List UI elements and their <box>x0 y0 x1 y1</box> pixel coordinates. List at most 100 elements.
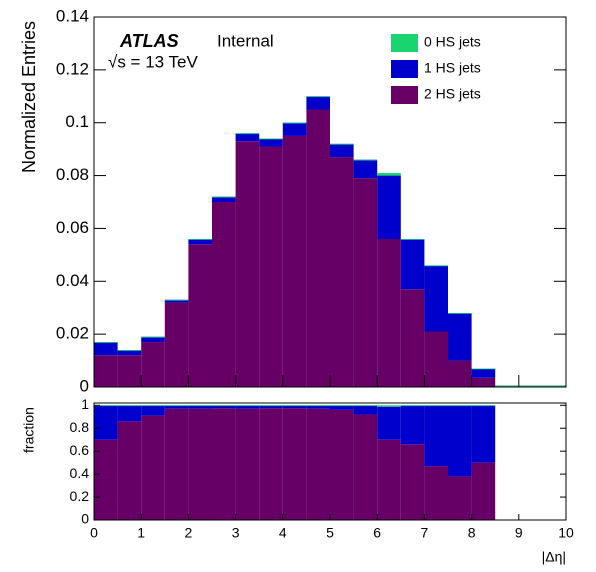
histogram-bar <box>212 196 236 202</box>
histogram-bar <box>164 302 189 387</box>
histogram-bar <box>282 405 307 407</box>
histogram-bar <box>235 133 260 135</box>
x-axis-label: |Δη| <box>542 549 566 565</box>
histogram-bar <box>188 239 212 240</box>
histogram-bar <box>330 409 354 520</box>
histogram-bar <box>259 146 283 387</box>
histogram-bar <box>164 405 189 407</box>
histogram-bar <box>259 405 283 407</box>
histogram-bar <box>330 405 354 407</box>
histogram-bar <box>212 405 236 407</box>
y-tick-label: 0.14 <box>56 6 89 25</box>
y-tick-label: 1 <box>81 396 89 412</box>
histogram-bar <box>282 122 307 124</box>
histogram-bar <box>235 408 260 520</box>
y-axis-label: fraction <box>21 407 37 453</box>
histogram-bar <box>518 385 543 387</box>
x-tick-label: 1 <box>137 525 145 541</box>
histogram-bar <box>306 405 330 409</box>
histogram-bar <box>141 415 165 520</box>
histogram-bar <box>306 405 330 407</box>
histogram-bar <box>471 405 496 407</box>
histogram-bar <box>424 405 448 407</box>
histogram-bar <box>471 368 496 378</box>
histogram-bar <box>117 405 142 422</box>
histogram-bar <box>141 405 165 407</box>
histogram-bar <box>353 159 378 179</box>
histogram-bar <box>495 385 519 387</box>
histogram-bar <box>306 109 330 387</box>
x-tick-label: 8 <box>468 525 476 541</box>
histogram-bar <box>212 408 236 520</box>
histogram-bar <box>448 405 472 407</box>
y-tick-label: 0.6 <box>70 442 90 458</box>
histogram-bar <box>330 405 354 410</box>
histogram-bar <box>377 239 401 387</box>
legend-label: 1 HS jets <box>424 60 481 76</box>
histogram-bar <box>141 336 165 343</box>
legend-swatch <box>391 86 418 104</box>
y-tick-label: 0.08 <box>56 165 89 184</box>
histogram-bar <box>259 405 283 409</box>
histogram-bar <box>377 406 401 440</box>
histogram-bar <box>471 462 496 520</box>
y-tick-label: 0.04 <box>56 271 89 290</box>
x-tick-label: 2 <box>185 525 193 541</box>
histogram-bar <box>117 350 142 356</box>
y-tick-label: 0.8 <box>70 419 90 435</box>
x-tick-label: 0 <box>90 525 98 541</box>
y-tick-label: 0.2 <box>70 488 90 504</box>
histogram-bar <box>164 408 189 520</box>
y-tick-label: 0.02 <box>56 324 89 343</box>
histogram-bar <box>117 421 142 520</box>
histogram-bar <box>471 368 496 370</box>
histogram-bar <box>471 377 496 387</box>
histogram-bar <box>424 405 448 467</box>
histogram-bar <box>117 350 142 351</box>
histogram-bar <box>377 405 401 407</box>
histogram-bar <box>542 385 566 387</box>
x-tick-label: 10 <box>558 525 574 541</box>
legend-label: 0 HS jets <box>424 34 481 50</box>
x-tick-label: 5 <box>326 525 334 541</box>
histogram-bar <box>424 265 448 332</box>
x-tick-label: 4 <box>279 525 287 541</box>
histogram-bar <box>188 408 212 520</box>
x-tick-label: 9 <box>515 525 523 541</box>
histogram-bar <box>212 196 236 198</box>
histogram-bar <box>400 289 425 387</box>
histogram-bar <box>448 405 472 477</box>
histogram-bar <box>212 202 236 387</box>
histogram-bar <box>282 408 307 520</box>
histogram-bar <box>448 313 472 361</box>
y-tick-label: 0.12 <box>56 59 89 78</box>
histogram-bar <box>141 342 165 387</box>
y-tick-label: 0.4 <box>70 465 90 481</box>
y-tick-label: 0 <box>80 376 89 395</box>
histogram-bar <box>94 405 118 407</box>
histogram-bar <box>94 342 118 343</box>
histogram-bar <box>188 405 212 409</box>
histogram-bar <box>282 122 307 136</box>
histogram-bar <box>424 466 448 520</box>
histogram-bar <box>377 175 401 239</box>
histogram-bar <box>235 405 260 407</box>
annotation: √s = 13 TeV <box>108 52 198 71</box>
histogram-bar <box>400 444 425 520</box>
histogram-bar <box>400 239 425 290</box>
legend-swatch <box>391 34 418 52</box>
histogram-bar <box>306 96 330 98</box>
legend-swatch <box>391 60 418 78</box>
x-tick-label: 7 <box>421 525 429 541</box>
histogram-bar <box>188 405 212 407</box>
y-tick-label: 0.06 <box>56 218 89 237</box>
histogram-bar <box>282 405 307 409</box>
histogram-bar <box>164 405 189 409</box>
histogram-bar <box>448 476 472 520</box>
histogram-bar <box>448 360 472 387</box>
histogram-bar <box>306 96 330 110</box>
histogram-bar <box>141 336 165 338</box>
histogram-bar <box>377 172 401 176</box>
histogram-bar <box>259 408 283 520</box>
